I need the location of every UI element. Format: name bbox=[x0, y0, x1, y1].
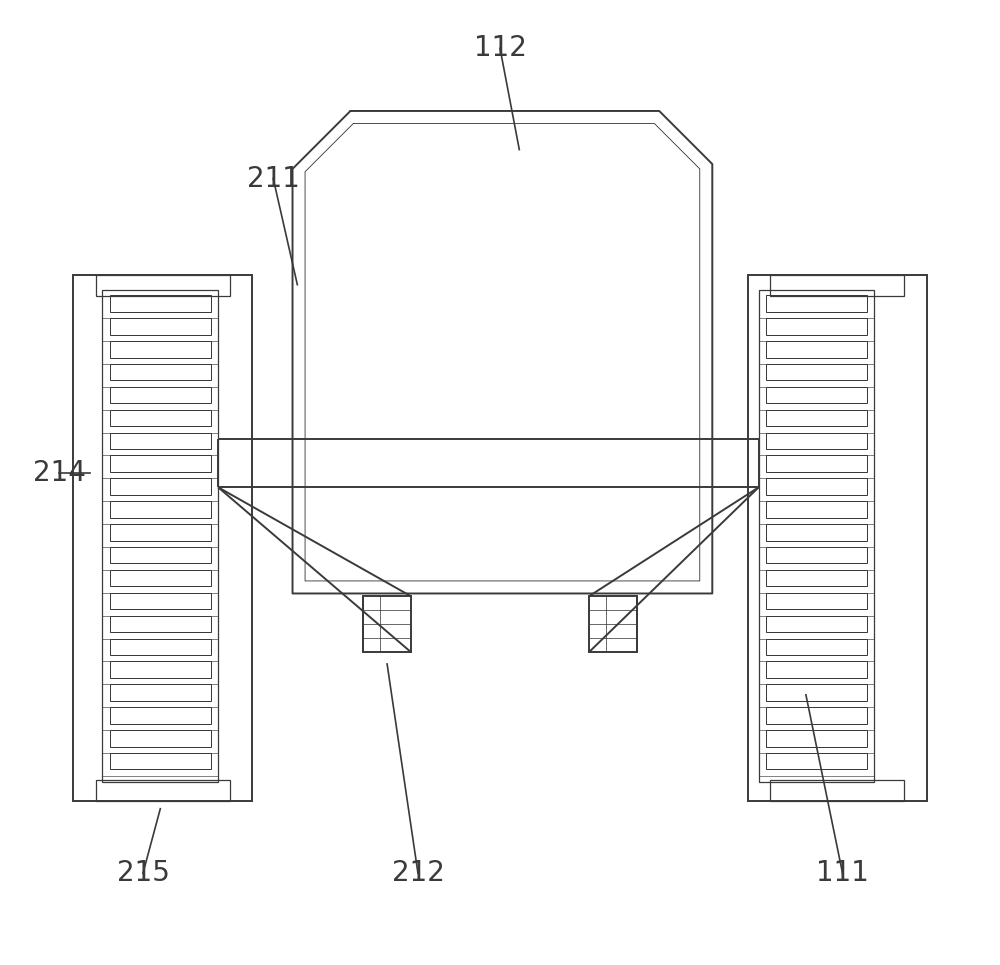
Bar bbox=[110, 731, 210, 747]
Bar bbox=[766, 547, 867, 564]
Bar bbox=[766, 753, 867, 769]
Bar bbox=[766, 616, 867, 632]
Bar bbox=[766, 570, 867, 587]
Bar bbox=[766, 341, 867, 358]
Bar bbox=[766, 731, 867, 747]
Text: 214: 214 bbox=[33, 458, 85, 487]
Bar bbox=[73, 275, 252, 801]
Bar bbox=[766, 387, 867, 403]
Text: 112: 112 bbox=[474, 34, 526, 63]
Bar bbox=[110, 707, 210, 724]
Bar bbox=[770, 275, 904, 296]
Bar bbox=[770, 780, 904, 801]
Bar bbox=[110, 479, 210, 495]
Bar bbox=[110, 753, 210, 769]
Bar bbox=[110, 616, 210, 632]
Bar bbox=[759, 290, 874, 782]
Bar bbox=[589, 596, 637, 652]
Bar bbox=[766, 479, 867, 495]
Bar bbox=[110, 661, 210, 678]
Bar bbox=[110, 570, 210, 587]
Bar bbox=[766, 295, 867, 312]
Bar bbox=[766, 501, 867, 518]
Bar bbox=[766, 707, 867, 724]
Bar bbox=[766, 593, 867, 609]
Bar bbox=[110, 364, 210, 380]
Bar bbox=[110, 684, 210, 701]
Bar bbox=[110, 547, 210, 564]
Bar bbox=[110, 524, 210, 540]
Bar bbox=[766, 432, 867, 449]
Bar bbox=[110, 432, 210, 449]
Bar bbox=[766, 410, 867, 427]
Bar bbox=[110, 455, 210, 472]
Bar bbox=[766, 364, 867, 380]
Bar bbox=[110, 387, 210, 403]
Bar bbox=[766, 684, 867, 701]
Bar bbox=[110, 501, 210, 518]
Bar bbox=[110, 318, 210, 335]
Bar bbox=[96, 780, 230, 801]
Bar bbox=[110, 341, 210, 358]
Text: 111: 111 bbox=[816, 859, 869, 888]
Bar bbox=[110, 410, 210, 427]
Bar bbox=[766, 455, 867, 472]
Bar bbox=[363, 596, 411, 652]
Bar bbox=[110, 639, 210, 655]
Bar bbox=[748, 275, 927, 801]
Bar bbox=[96, 275, 230, 296]
Bar bbox=[766, 661, 867, 678]
Bar bbox=[110, 295, 210, 312]
Bar bbox=[110, 593, 210, 609]
Text: 212: 212 bbox=[392, 859, 444, 888]
Bar bbox=[766, 639, 867, 655]
Bar bbox=[766, 318, 867, 335]
Text: 215: 215 bbox=[117, 859, 169, 888]
Bar bbox=[102, 290, 218, 782]
Text: 211: 211 bbox=[247, 164, 300, 193]
Bar bbox=[766, 524, 867, 540]
